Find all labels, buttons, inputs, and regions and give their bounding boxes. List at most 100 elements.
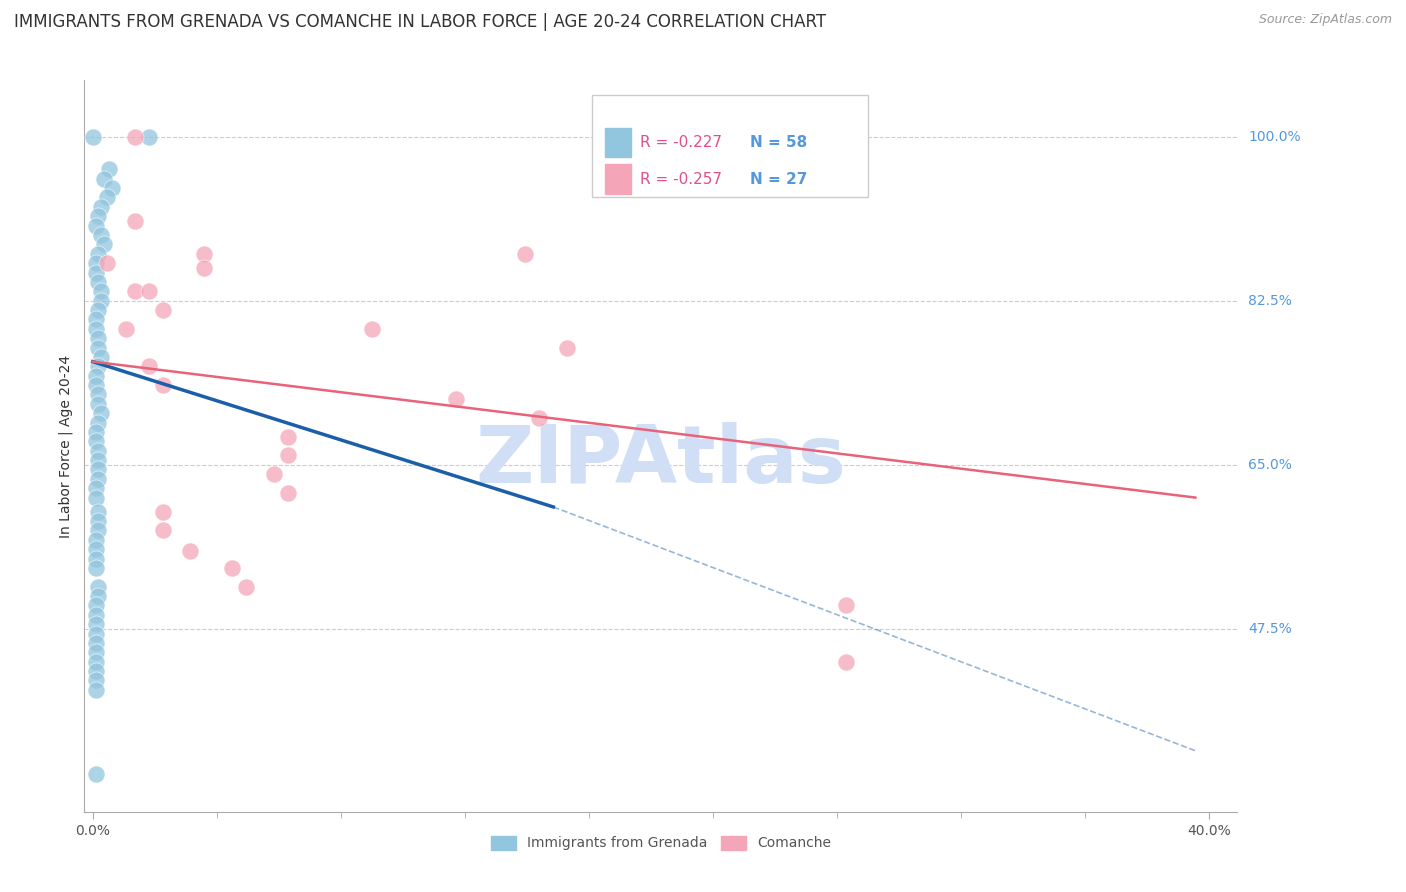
Point (84, 322, 107, 336)
Point (87, 359, 110, 374)
Text: 100.0%: 100.0% (1249, 129, 1301, 144)
Point (193, 260, 215, 275)
Point (263, 467, 285, 482)
Point (87, 331, 110, 345)
Point (835, 599, 858, 613)
Point (96, 190, 118, 204)
Text: R = -0.257: R = -0.257 (640, 171, 723, 186)
Point (84, 673, 107, 688)
Point (84, 434, 107, 449)
Point (84, 425, 107, 439)
Point (87, 580, 110, 594)
Point (277, 429, 299, 443)
Bar (606, 164, 631, 194)
Point (277, 486, 299, 500)
Point (87, 453, 110, 467)
Point (124, 214, 146, 228)
Point (87, 387, 110, 401)
Point (84, 256, 107, 270)
Text: Source: ZipAtlas.com: Source: ZipAtlas.com (1258, 13, 1392, 27)
Point (84, 599, 107, 613)
Point (87, 443, 110, 458)
Text: IMMIGRANTS FROM GRENADA VS COMANCHE IN LABOR FORCE | AGE 20-24 CORRELATION CHART: IMMIGRANTS FROM GRENADA VS COMANCHE IN L… (14, 13, 827, 31)
Point (87, 341, 110, 355)
Point (361, 322, 384, 336)
Text: N = 58: N = 58 (749, 135, 807, 150)
Point (87, 505, 110, 519)
Point (96, 256, 118, 270)
Point (84, 491, 107, 505)
Point (84, 312, 107, 326)
Point (84, 266, 107, 280)
Point (87, 472, 110, 486)
Point (84, 607, 107, 622)
Point (87, 416, 110, 430)
Point (87, 397, 110, 411)
Point (87, 246, 110, 260)
Point (138, 285, 160, 299)
Point (179, 544, 201, 558)
Point (84, 378, 107, 392)
Point (93, 237, 115, 252)
Text: 47.5%: 47.5% (1249, 622, 1292, 636)
Text: N = 27: N = 27 (749, 171, 807, 186)
Point (87, 514, 110, 528)
Point (87, 462, 110, 476)
Point (152, 505, 174, 519)
Text: R = -0.227: R = -0.227 (640, 135, 723, 150)
Point (84, 219, 107, 233)
Point (138, 129, 160, 144)
Point (84, 561, 107, 575)
Point (84, 645, 107, 659)
Point (221, 561, 243, 575)
Point (124, 129, 146, 144)
Point (84, 655, 107, 669)
Text: ZIPAtlas: ZIPAtlas (475, 422, 846, 500)
Point (84, 617, 107, 632)
Point (87, 524, 110, 538)
Legend: Immigrants from Grenada, Comanche: Immigrants from Grenada, Comanche (485, 830, 837, 856)
Text: 82.5%: 82.5% (1249, 293, 1292, 308)
Point (277, 449, 299, 463)
Point (84, 551, 107, 566)
Point (152, 524, 174, 538)
Point (84, 664, 107, 678)
Point (98, 162, 121, 177)
Point (152, 378, 174, 392)
Point (90, 350, 112, 364)
Point (124, 285, 146, 299)
Point (115, 322, 138, 336)
Point (90, 200, 112, 214)
Bar (606, 128, 631, 157)
Point (87, 589, 110, 603)
Point (87, 209, 110, 223)
Point (444, 392, 467, 406)
Point (555, 341, 578, 355)
Point (84, 542, 107, 557)
FancyBboxPatch shape (592, 95, 869, 197)
Point (82, 129, 104, 144)
Point (84, 368, 107, 383)
Point (101, 181, 124, 195)
Point (138, 359, 160, 374)
Point (93, 171, 115, 186)
Point (835, 655, 858, 669)
Point (515, 246, 537, 260)
Point (87, 275, 110, 289)
Point (90, 227, 112, 242)
Point (90, 293, 112, 308)
Point (84, 636, 107, 650)
Text: 65.0%: 65.0% (1249, 458, 1292, 472)
Point (90, 285, 112, 299)
Point (87, 303, 110, 318)
Point (152, 303, 174, 318)
Point (529, 410, 551, 425)
Point (84, 533, 107, 547)
Point (84, 626, 107, 640)
Point (193, 246, 215, 260)
Point (84, 481, 107, 495)
Point (84, 767, 107, 781)
Point (90, 406, 112, 420)
Point (84, 682, 107, 697)
Y-axis label: In Labor Force | Age 20-24: In Labor Force | Age 20-24 (59, 354, 73, 538)
